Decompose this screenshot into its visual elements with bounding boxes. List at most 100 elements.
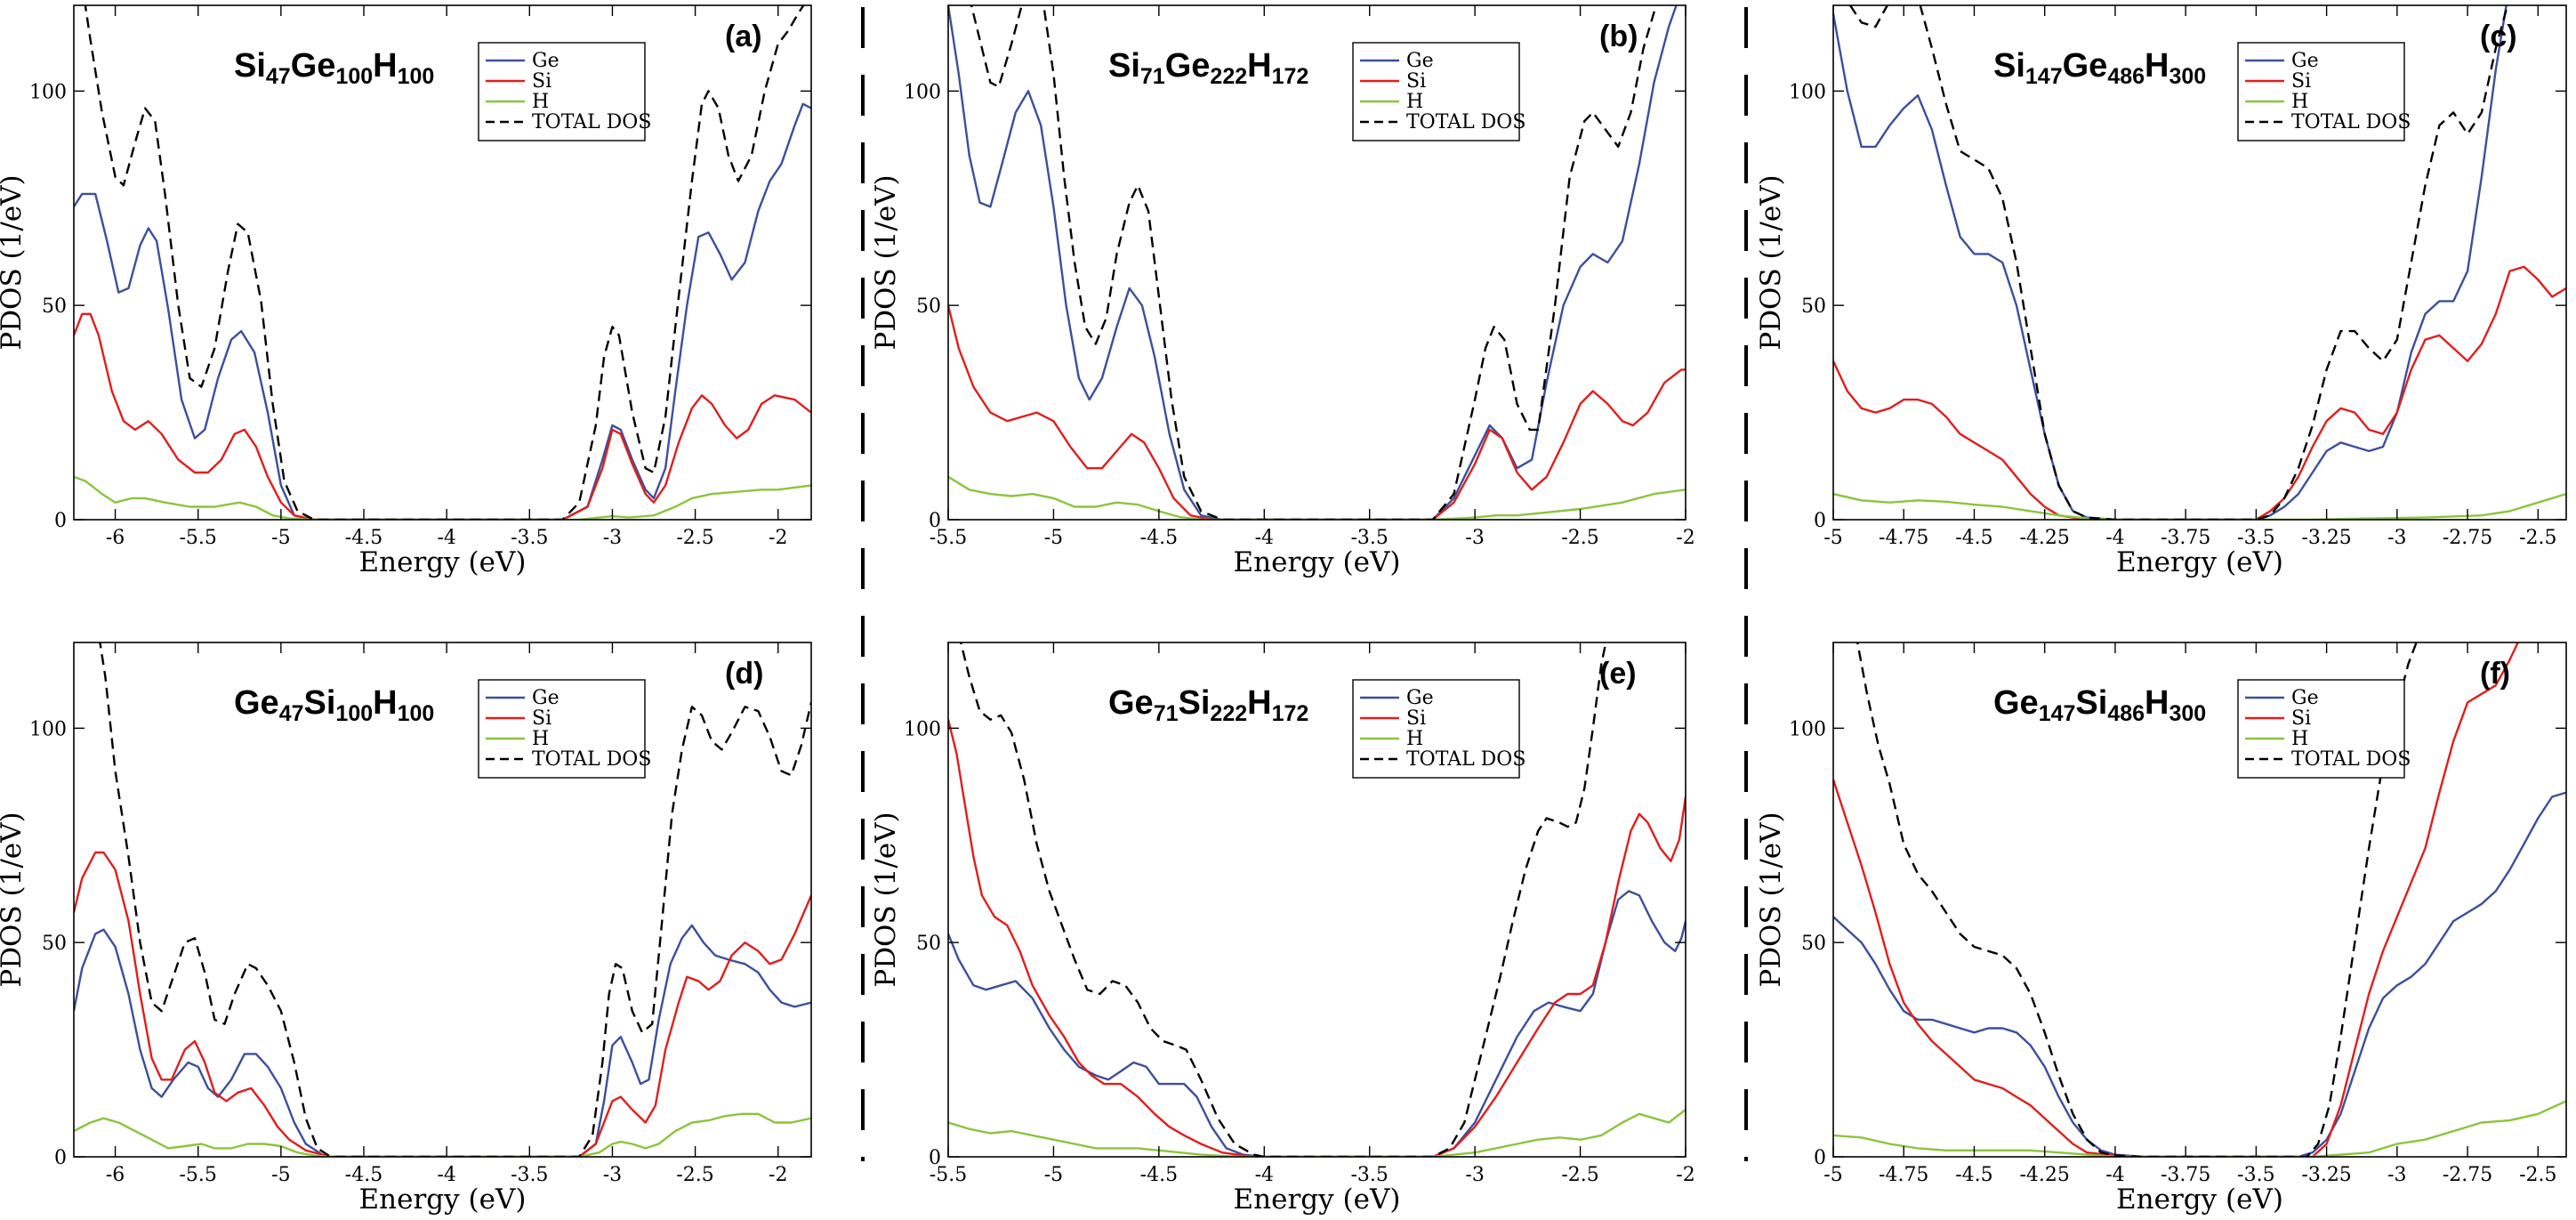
panel-c-ytick-label: 0 (1814, 510, 1826, 532)
panel-f: -5 -4.75 -4.5 -4.25 -4 -3.75 -3.5 -3.25 -3 -2.75 -… (1755, 642, 2567, 1216)
panel-d-ytick-label: 0 (54, 1147, 67, 1169)
panel-c-xtick-label: -4 (2105, 527, 2124, 549)
panel-a-formula-subscript: 100 (398, 64, 435, 89)
panel-f-xtick-label: -4 (2105, 1164, 2124, 1186)
panel-d-ytick-label: 100 (29, 718, 67, 740)
panel-c-series-ge (1833, 5, 2508, 520)
panel-e-series-h (948, 1109, 1686, 1157)
panel-a-xlabel: Energy (eV) (359, 546, 527, 578)
panel-c-ytick-label: 100 (1789, 81, 1826, 103)
panel-a-formula-element: H (373, 47, 397, 85)
panel-b-formula-element: Si (1108, 47, 1140, 85)
panel-f-frame (1832, 642, 2567, 1158)
panel-b-xlabel: Energy (eV) (1234, 546, 1401, 578)
panel-d: -6 -5.5 -5 -4.5 -4 -3.5 -3 -2.5 -2 0 50 100 Energy (… (0, 642, 812, 1216)
panel-d-xtick-label: -5.5 (180, 1164, 217, 1186)
panel-a-letter: (a) (725, 20, 762, 53)
panel-d-legend-label: Ge (532, 687, 559, 709)
panel-a-formula: Si47Ge100H100 (234, 47, 434, 89)
panel-e-series-si (948, 719, 1686, 1157)
panel-b-frame (947, 4, 1686, 521)
panel-e: -5.5 -5 -4.5 -4 -3.5 -3 -2.5 -2 0 50 100 Energy (eV… (870, 642, 1695, 1216)
panel-a-xtick-label: -3.5 (511, 527, 548, 549)
panel-b-legend-label: Ge (1406, 50, 1434, 72)
panel-e-series-ge (948, 890, 1686, 1157)
panel-e-series-total-dos (959, 642, 1607, 1157)
panel-c-series-h (1833, 492, 2566, 520)
panel-d-ytick-label: 50 (42, 933, 67, 955)
panel-b-xtick-label: -3.5 (1351, 527, 1389, 549)
panel-c-letter: (c) (2480, 20, 2517, 53)
panel-b-xtick-label: -4.5 (1140, 527, 1178, 549)
panel-d-formula-element: Si (304, 684, 336, 722)
panel-b-formula: Si71Ge222H172 (1108, 47, 1308, 89)
panel-e-legend-box (1352, 679, 1520, 779)
panel-f-xtick-label: -2.75 (2443, 1164, 2492, 1186)
panel-d-series-h (74, 1112, 811, 1157)
panel-c-legend-label: Si (2291, 70, 2311, 93)
panel-f-xtick-label: -3.75 (2161, 1164, 2210, 1186)
panel-e-formula-subscript: 71 (1154, 701, 1179, 726)
panel-f-formula-subscript: 147 (2039, 701, 2076, 726)
panel-a-ytick-label: 50 (42, 295, 67, 318)
panel-c-xtick-label: -4.75 (1879, 527, 1928, 549)
panel-f-ytick-label: 0 (1814, 1147, 1826, 1169)
panel-d-xtick-label: -4 (437, 1164, 455, 1186)
panel-f-xtick-label: -4.5 (1955, 1164, 1992, 1186)
panel-f-ylabel: PDOS (1/eV) (1755, 812, 1787, 987)
panel-d-ylabel: PDOS (1/eV) (0, 812, 28, 987)
panel-a-legend-label: Ge (532, 50, 559, 72)
panel-c-series-group (1833, 5, 2566, 520)
panel-f-formula-element: Si (2075, 684, 2107, 722)
panel-e-legend-label: TOTAL DOS (1406, 748, 1525, 771)
panel-d-legend-label: Si (532, 707, 551, 730)
panel-e-ytick-label: 100 (904, 718, 941, 740)
panel-d-xtick-label: -4.5 (345, 1164, 382, 1186)
panel-c-formula-subscript: 486 (2107, 64, 2145, 89)
panel-a-xtick-label: -4 (437, 527, 455, 549)
panel-e-xtick-label: -4.5 (1140, 1164, 1178, 1186)
panel-e-xlabel: Energy (eV) (1234, 1184, 1401, 1216)
panel-f-legend-label: H (2291, 728, 2308, 750)
panel-c-frame (1832, 4, 2567, 521)
panel-c-xlabel: Energy (eV) (2116, 546, 2283, 578)
panel-d-xtick-label: -2 (769, 1164, 787, 1186)
panel-a: -6 -5.5 -5 -4.5 -4 -3.5 -3 -2.5 -2 0 50 100 Energy (… (0, 4, 812, 578)
panel-b-xtick-label: -5.5 (930, 527, 967, 549)
panel-f-legend-label: Ge (2291, 687, 2319, 709)
panel-c-xtick-label: -5 (1823, 527, 1842, 549)
panel-a-legend-box (478, 42, 646, 141)
panel-c-legend-label: TOTAL DOS (2291, 111, 2411, 133)
panel-d-formula: Ge47Si100H100 (234, 684, 434, 726)
panel-f-series-total-dos (1856, 642, 2418, 1157)
panel-d-legend-label: H (532, 728, 549, 750)
panel-f-xtick-label: -5 (1823, 1164, 1842, 1186)
panel-f-xlabel: Energy (eV) (2116, 1184, 2283, 1216)
panel-d-series-total-dos (99, 642, 811, 1157)
panel-a-xtick-label: -2.5 (676, 527, 713, 549)
panel-d-xtick-label: -3.5 (511, 1164, 548, 1186)
panel-b-formula-element: H (1247, 47, 1271, 85)
panel-b-xtick-label: -2 (1676, 527, 1695, 549)
panel-a-ytick-label: 100 (29, 81, 67, 103)
panel-f-letter: (f) (2480, 657, 2510, 691)
panel-b-xtick-label: -5 (1044, 527, 1063, 549)
panel-b-formula-element: Ge (1165, 47, 1211, 85)
panel-b-ytick-label: 100 (904, 81, 941, 103)
panel-b-letter: (b) (1599, 20, 1638, 53)
panel-a-xtick-label: -3 (603, 527, 622, 549)
panel-d-xtick-label: -3 (603, 1164, 622, 1186)
panel-b-ytick-label: 50 (916, 295, 941, 318)
panel-b-series-si (948, 304, 1686, 520)
panel-b-xtick-label: -4 (1255, 527, 1274, 549)
panel-e-formula: Ge71Si222H172 (1108, 684, 1308, 726)
panel-e-xtick-label: -5 (1044, 1164, 1063, 1186)
panel-f-formula-subscript: 300 (2169, 701, 2207, 726)
panel-d-series-si (74, 851, 811, 1157)
panel-a-series-h (74, 475, 811, 520)
panel-c-series-si (1833, 265, 2566, 520)
panel-e-formula-subscript: 172 (1272, 701, 1309, 726)
panel-e-xtick-label: -3.5 (1351, 1164, 1389, 1186)
